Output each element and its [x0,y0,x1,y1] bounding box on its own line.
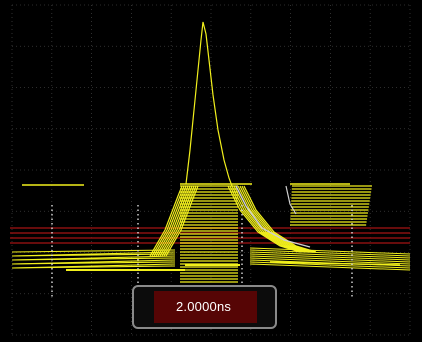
persistence-waveform [11,183,411,283]
cursor-readout-value: 2.0000ns [176,299,232,314]
rising-edge [165,185,199,257]
reference-bands [10,227,410,244]
baseline-trace [11,253,176,257]
tail-trace [249,263,411,271]
baseline-trace [11,257,176,261]
rising-edge [153,185,187,257]
tail-trace [249,249,411,257]
tail-trace [249,251,411,259]
rising-edge [163,185,197,257]
tail-trace [249,247,411,255]
rising-edge [155,185,189,257]
cursor-readout-box[interactable]: 2.0000ns [132,285,277,329]
rising-edge [151,185,185,257]
baseline-trace [11,265,176,269]
baseline-trace [11,249,176,253]
rising-edge [159,185,193,257]
cursor-markers [51,205,353,298]
readout-highlight [154,291,257,323]
pulse-trace [185,21,233,187]
rising-edge [157,185,191,257]
secondary-trace [235,185,311,248]
secondary-trace [285,185,297,215]
tail-trace [249,261,411,269]
falling-edge [243,185,317,253]
step-segment [269,261,401,266]
rising-edge [149,185,183,257]
baseline-trace [11,261,176,265]
rising-edge [161,185,195,257]
tail-trace [249,257,411,265]
tail-trace [249,253,411,261]
tail-trace [249,255,411,263]
